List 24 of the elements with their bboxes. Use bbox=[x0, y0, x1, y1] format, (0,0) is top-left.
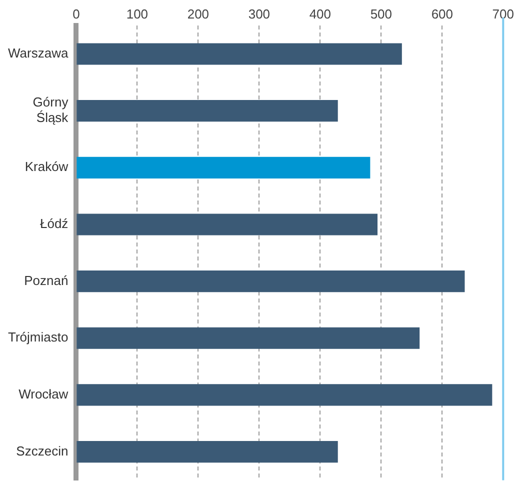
bar bbox=[76, 214, 378, 236]
x-tick-label: 0 bbox=[72, 6, 80, 22]
x-tick-label: 300 bbox=[248, 6, 270, 22]
x-tick-label: 600 bbox=[431, 6, 454, 22]
bar bbox=[76, 43, 402, 65]
bar bbox=[76, 156, 370, 178]
y-tick-label: Warszawa bbox=[8, 46, 69, 61]
x-tick-label: 500 bbox=[370, 6, 392, 22]
x-tick-label: 700 bbox=[492, 6, 514, 22]
bar bbox=[76, 100, 338, 122]
bar bbox=[76, 270, 465, 292]
y-tick-label: Wrocław bbox=[18, 386, 69, 402]
bar bbox=[76, 384, 492, 406]
bar bbox=[76, 327, 420, 349]
bar bbox=[76, 440, 338, 463]
y-tick-label: Kraków bbox=[24, 159, 69, 174]
y-tick-label: Łódź bbox=[40, 216, 68, 232]
x-tick-label: 200 bbox=[187, 6, 210, 22]
x-tick-label: 100 bbox=[126, 6, 148, 22]
y-tick-label: Trójmiasto bbox=[8, 330, 68, 345]
y-tick-label: Górny Śląsk bbox=[32, 94, 69, 126]
y-tick-label: Poznań bbox=[24, 272, 68, 288]
y-tick-label: Szczecin bbox=[16, 443, 68, 458]
x-tick-label: 400 bbox=[309, 6, 332, 22]
